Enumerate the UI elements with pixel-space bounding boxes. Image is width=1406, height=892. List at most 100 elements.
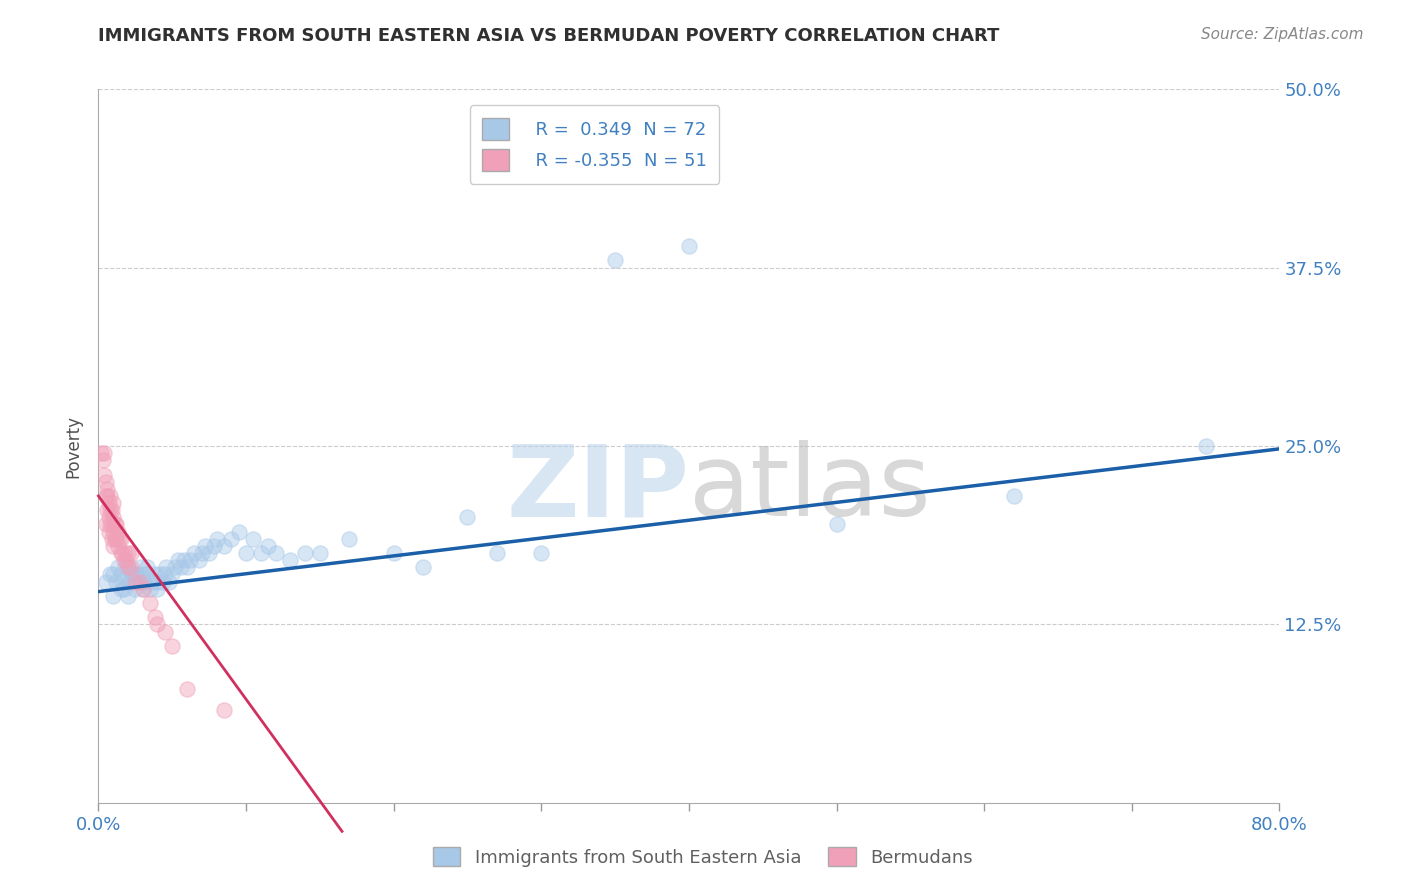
Point	[162, 567, 183, 582]
Point	[100, 532, 122, 546]
Point	[176, 681, 198, 696]
Point	[183, 546, 205, 560]
Point	[825, 517, 848, 532]
Point	[132, 567, 155, 582]
Point	[242, 532, 264, 546]
Point	[105, 517, 128, 532]
Point	[96, 489, 118, 503]
Point	[132, 582, 155, 596]
Point	[212, 703, 235, 717]
Point	[198, 546, 221, 560]
Text: atlas: atlas	[689, 441, 931, 537]
Point	[530, 546, 553, 560]
Point	[107, 560, 129, 574]
Point	[1195, 439, 1218, 453]
Point	[97, 524, 120, 539]
Point	[108, 532, 131, 546]
Point	[143, 567, 166, 582]
Point	[167, 553, 190, 567]
Point	[205, 532, 228, 546]
Point	[93, 446, 115, 460]
Point	[187, 553, 209, 567]
Point	[1002, 489, 1025, 503]
Point	[117, 560, 139, 574]
Point	[136, 560, 159, 574]
Point	[117, 560, 139, 574]
Point	[103, 567, 125, 582]
Point	[412, 560, 434, 574]
Legend:   R =  0.349  N = 72,   R = -0.355  N = 51: R = 0.349 N = 72, R = -0.355 N = 51	[470, 105, 720, 184]
Point	[94, 574, 117, 589]
Legend: Immigrants from South Eastern Asia, Bermudans: Immigrants from South Eastern Asia, Berm…	[426, 840, 980, 874]
Point	[456, 510, 478, 524]
Point	[115, 553, 138, 567]
Point	[98, 517, 121, 532]
Point	[94, 489, 117, 503]
Point	[120, 546, 142, 560]
Point	[103, 589, 125, 603]
Y-axis label: Poverty: Poverty	[65, 415, 83, 477]
Point	[127, 567, 149, 582]
Point	[219, 532, 242, 546]
Point	[93, 467, 115, 482]
Point	[110, 532, 132, 546]
Point	[107, 539, 129, 553]
Point	[124, 582, 146, 596]
Point	[132, 582, 155, 596]
Point	[678, 239, 700, 253]
Point	[250, 546, 273, 560]
Point	[191, 546, 214, 560]
Point	[96, 482, 118, 496]
Point	[96, 503, 118, 517]
Point	[278, 553, 302, 567]
Point	[114, 560, 136, 574]
Point	[124, 567, 146, 582]
Text: ZIP: ZIP	[506, 441, 689, 537]
Point	[157, 574, 180, 589]
Point	[139, 582, 162, 596]
Point	[165, 560, 187, 574]
Point	[176, 560, 198, 574]
Point	[103, 539, 125, 553]
Point	[105, 574, 128, 589]
Point	[179, 553, 201, 567]
Point	[382, 546, 405, 560]
Point	[162, 639, 183, 653]
Point	[194, 539, 217, 553]
Point	[107, 524, 129, 539]
Point	[212, 539, 235, 553]
Point	[125, 574, 148, 589]
Point	[97, 496, 120, 510]
Point	[143, 610, 166, 624]
Point	[128, 560, 150, 574]
Point	[100, 503, 122, 517]
Point	[139, 596, 162, 610]
Point	[94, 475, 117, 489]
Text: IMMIGRANTS FROM SOUTH EASTERN ASIA VS BERMUDAN POVERTY CORRELATION CHART: IMMIGRANTS FROM SOUTH EASTERN ASIA VS BE…	[98, 27, 1000, 45]
Point	[112, 553, 135, 567]
Point	[486, 546, 509, 560]
Point	[103, 524, 125, 539]
Point	[110, 567, 132, 582]
Point	[605, 253, 627, 268]
Point	[264, 546, 287, 560]
Point	[114, 546, 136, 560]
Point	[149, 567, 172, 582]
Point	[121, 567, 143, 582]
Point	[152, 574, 174, 589]
Point	[134, 574, 156, 589]
Point	[94, 517, 117, 532]
Point	[117, 589, 139, 603]
Point	[97, 510, 120, 524]
Point	[105, 532, 128, 546]
Point	[98, 567, 121, 582]
Point	[98, 503, 121, 517]
Point	[309, 546, 332, 560]
Point	[228, 524, 250, 539]
Point	[146, 582, 169, 596]
Point	[120, 574, 142, 589]
Point	[146, 574, 169, 589]
Point	[103, 496, 125, 510]
Point	[120, 560, 142, 574]
Point	[141, 574, 163, 589]
